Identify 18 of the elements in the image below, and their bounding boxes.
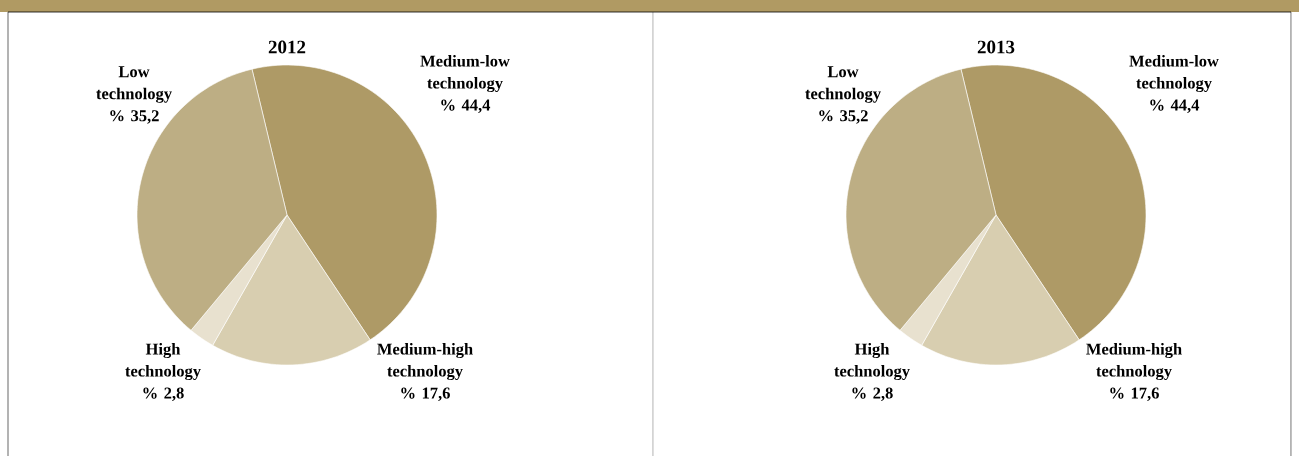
data-label: % 35,2 (819, 110, 868, 124)
data-label: % 2,8 (143, 387, 184, 402)
chart-title: 2012 (268, 40, 306, 54)
data-label: % 17,6 (401, 387, 450, 402)
chart-title: 2013 (977, 40, 1015, 54)
data-label: % 17,6 (1110, 387, 1159, 402)
slice-label: High technology (834, 343, 910, 381)
slice-label: Medium-high technology (1086, 343, 1182, 381)
slice-label: Low technology (805, 66, 881, 103)
data-label: % 2,8 (852, 387, 893, 402)
slice-label: Medium-high technology (377, 343, 473, 381)
slice-label: High technology (125, 343, 201, 381)
slice-label: Medium-low technology (420, 55, 510, 93)
slice-label: Low technology (96, 66, 172, 103)
data-label: % 35,2 (110, 110, 159, 124)
data-label: % 44,4 (441, 99, 491, 114)
slice-label: Medium-low technology (1129, 55, 1219, 93)
data-label: % 44,4 (1150, 99, 1200, 114)
